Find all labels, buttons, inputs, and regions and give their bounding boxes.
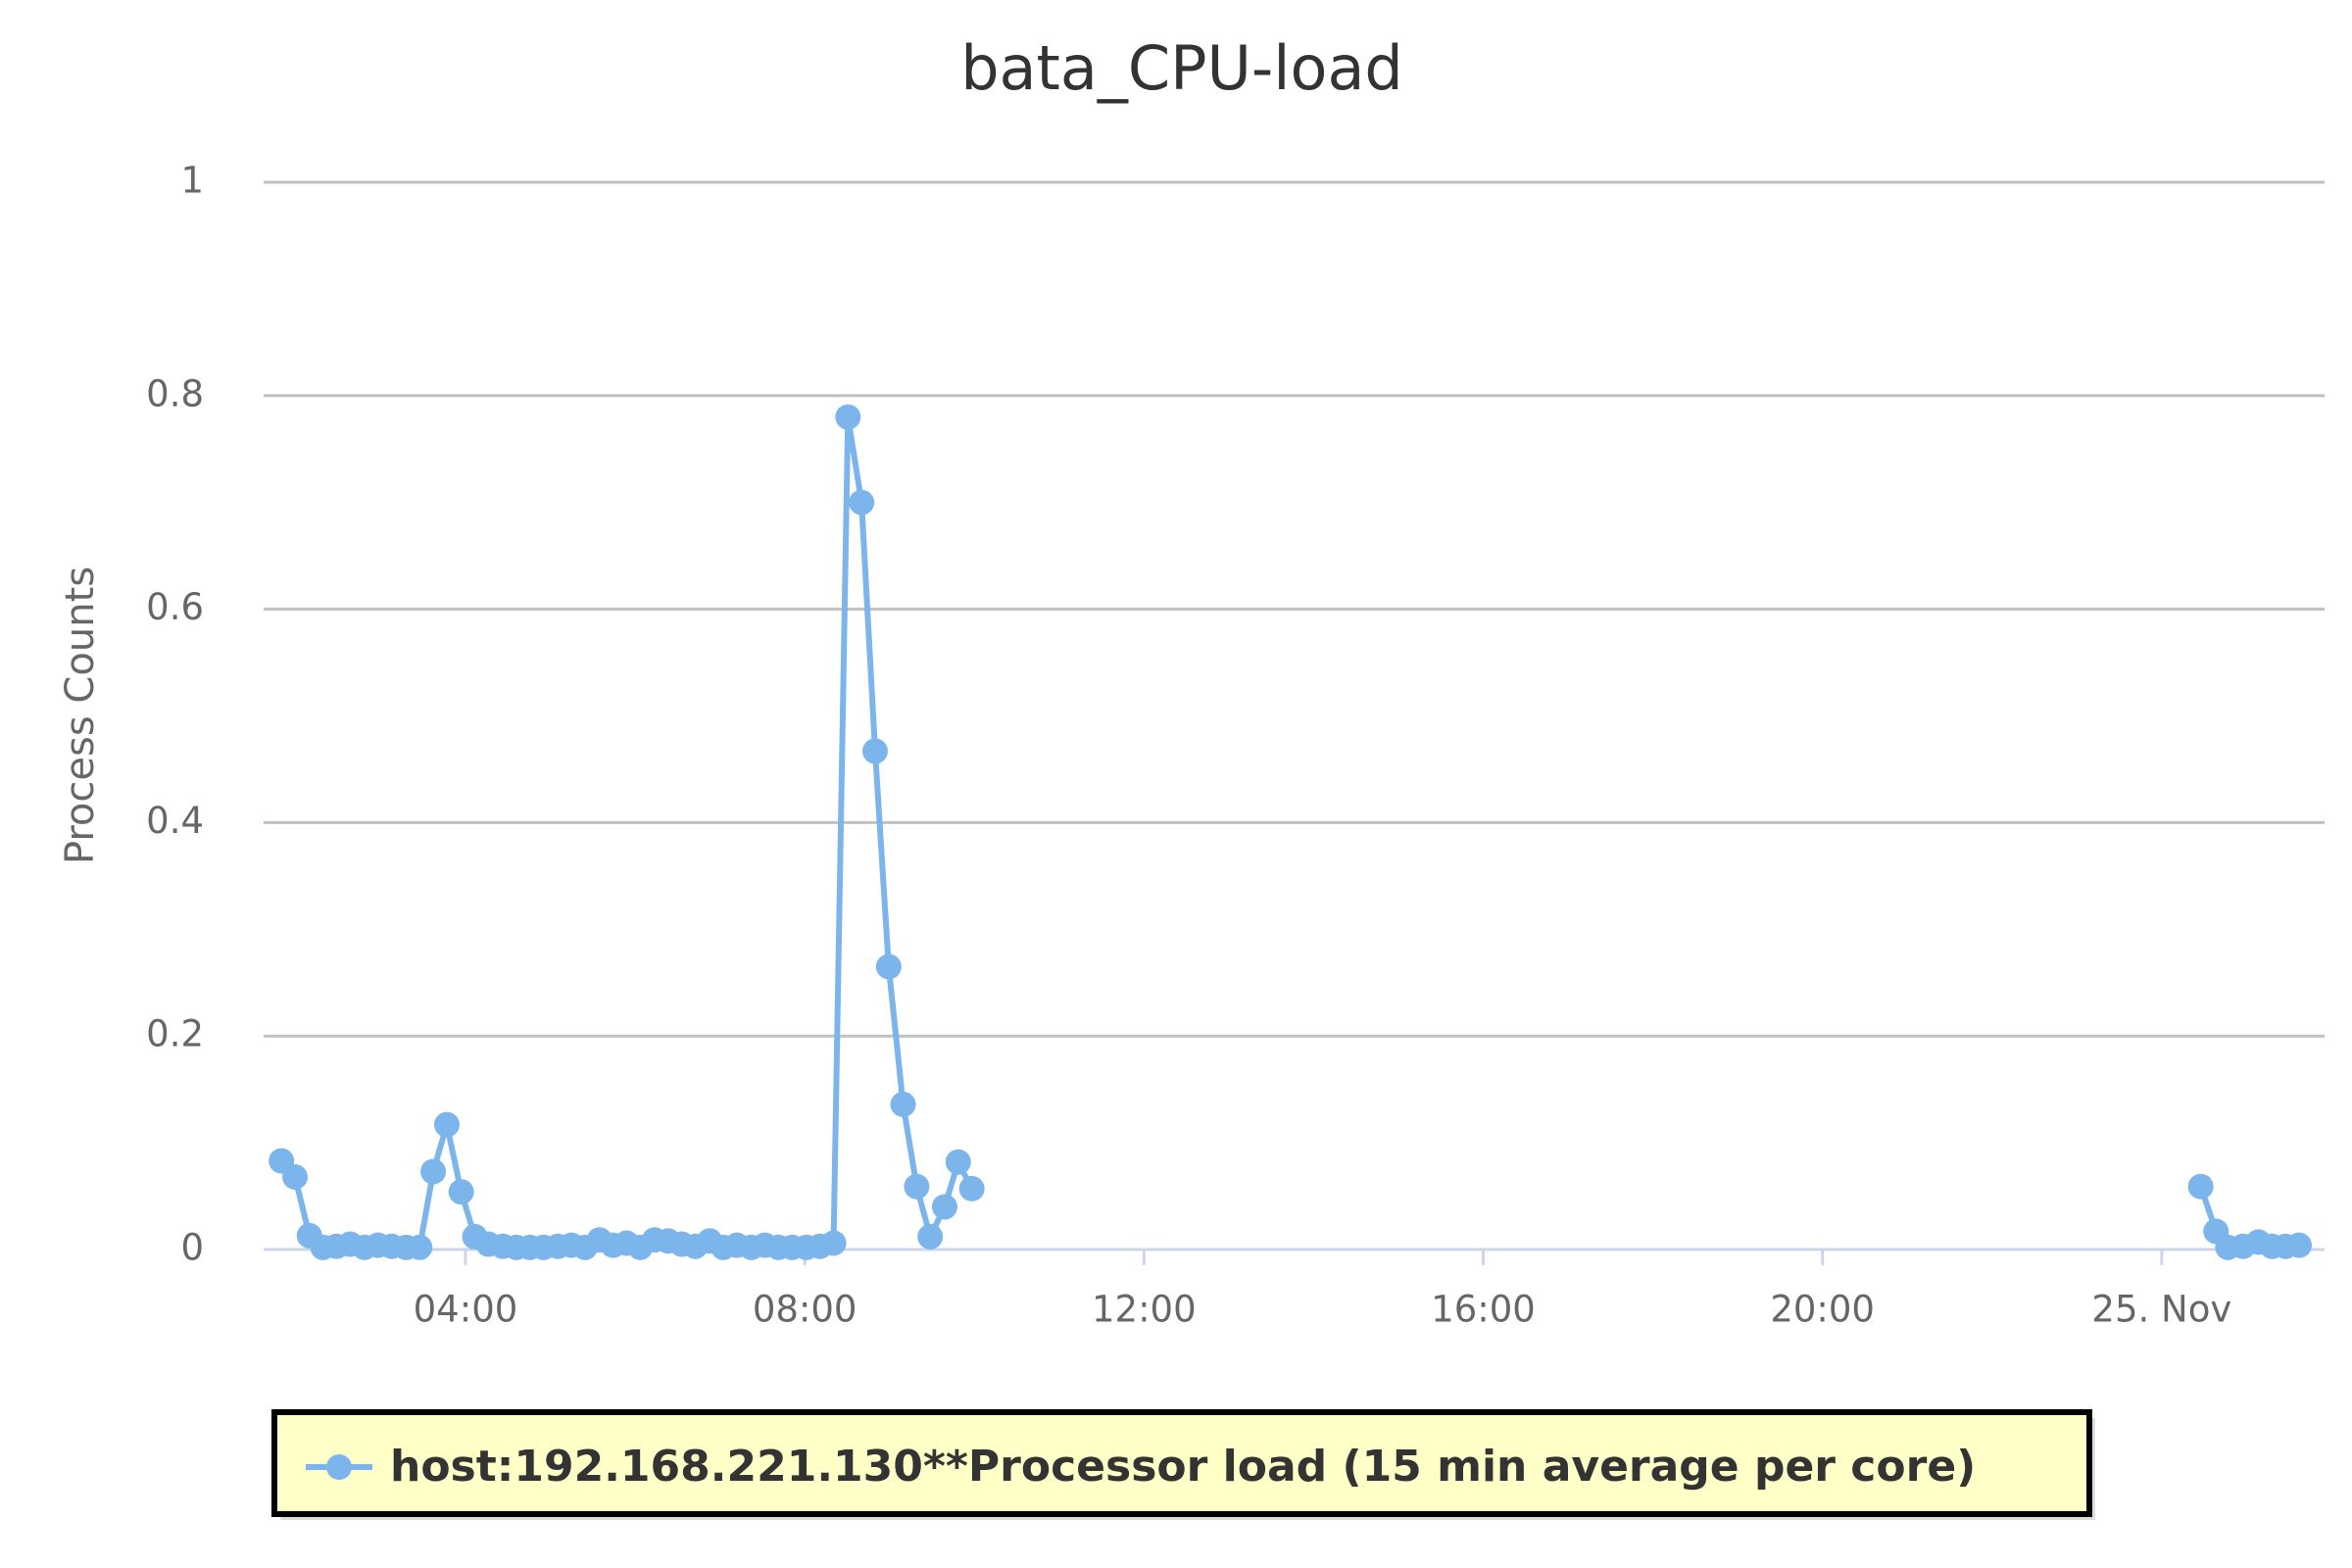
data-point — [904, 1173, 930, 1200]
data-point — [890, 1091, 916, 1117]
data-point — [282, 1163, 309, 1190]
x-tick-label: 25. Nov — [2091, 1289, 2231, 1331]
legend-box — [271, 1409, 2092, 1517]
data-point — [945, 1149, 971, 1175]
y-tick-label: 1 — [180, 160, 204, 202]
y-tick-label: 0.6 — [146, 586, 204, 628]
series-line — [278, 414, 2300, 1250]
legend-symbol — [326, 1454, 352, 1480]
data-point — [849, 489, 875, 515]
x-tick-label: 04:00 — [414, 1289, 518, 1331]
y-tick-label: 0.8 — [146, 372, 204, 415]
x-tick-label: 08:00 — [753, 1289, 858, 1331]
data-point — [433, 1111, 460, 1138]
data-point — [420, 1158, 447, 1185]
data-point — [820, 1230, 847, 1256]
y-tick-label: 0.2 — [146, 1013, 204, 1055]
data-point — [835, 404, 861, 430]
data-point — [2286, 1232, 2313, 1258]
y-tick-label: 0.4 — [146, 800, 204, 842]
data-point — [917, 1223, 944, 1250]
data-point — [2187, 1173, 2214, 1200]
x-tick-label: 16:00 — [1431, 1289, 1536, 1331]
data-point — [958, 1175, 985, 1201]
x-tick-label: 12:00 — [1092, 1289, 1197, 1331]
y-tick-label: 0 — [180, 1227, 204, 1269]
data-point — [448, 1179, 474, 1205]
chart-title: bata_CPU-load — [960, 32, 1403, 104]
data-point — [861, 738, 888, 764]
data-point — [407, 1234, 433, 1260]
legend-label: host:192.168.221.130**Processor load (15… — [390, 1442, 1976, 1492]
data-point — [931, 1194, 957, 1220]
y-axis-label: Process Counts — [58, 566, 103, 864]
x-tick-label: 20:00 — [1770, 1289, 1875, 1331]
data-point — [875, 954, 902, 980]
